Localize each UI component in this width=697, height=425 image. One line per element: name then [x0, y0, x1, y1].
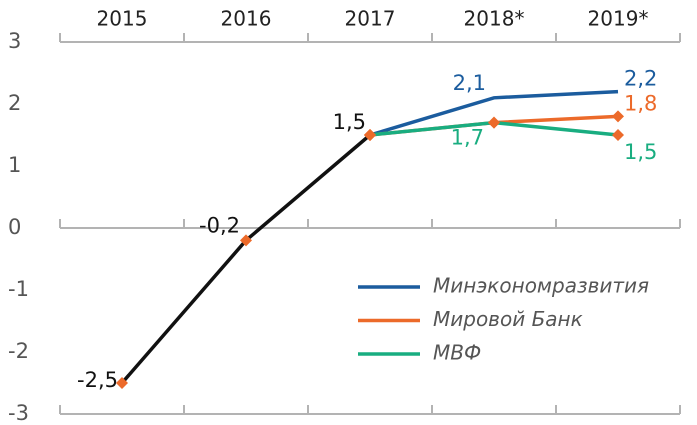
data-label: -2,5 — [77, 368, 118, 392]
data-label: 1,5 — [624, 140, 657, 164]
marker — [240, 234, 252, 247]
data-label: 2,2 — [624, 67, 657, 91]
y-tick-label: 0 — [8, 215, 21, 239]
x-tick-label: 2016 — [221, 7, 272, 31]
legend-label: МВФ — [433, 341, 481, 365]
data-label: -0,2 — [199, 213, 240, 237]
y-tick-label: -1 — [8, 277, 29, 301]
data-label: 1,5 — [333, 110, 366, 134]
marker — [116, 377, 128, 389]
y-tick-label: -2 — [8, 339, 29, 363]
marker — [612, 129, 624, 141]
y-tick-label: 1 — [8, 153, 21, 177]
data-label: 1,7 — [451, 126, 484, 150]
data-label: 2,1 — [453, 71, 486, 95]
x-tick-label: 2019* — [588, 7, 649, 31]
marker — [612, 110, 624, 123]
legend-label: Мировой Банк — [433, 307, 583, 331]
marker — [364, 129, 376, 141]
legend-label: Минэкономразвития — [433, 274, 649, 298]
y-tick-label: 2 — [8, 91, 21, 115]
series-line — [120, 133, 372, 385]
data-label: 1,8 — [624, 91, 657, 115]
y-tick-label: -3 — [8, 401, 29, 421]
marker — [488, 116, 500, 129]
x-tick-label: 2015 — [97, 7, 148, 31]
x-tick-label: 2017 — [345, 7, 396, 31]
x-tick-label: 2018* — [464, 7, 525, 31]
y-tick-label: 3 — [8, 29, 21, 53]
series-line — [369, 89, 619, 137]
